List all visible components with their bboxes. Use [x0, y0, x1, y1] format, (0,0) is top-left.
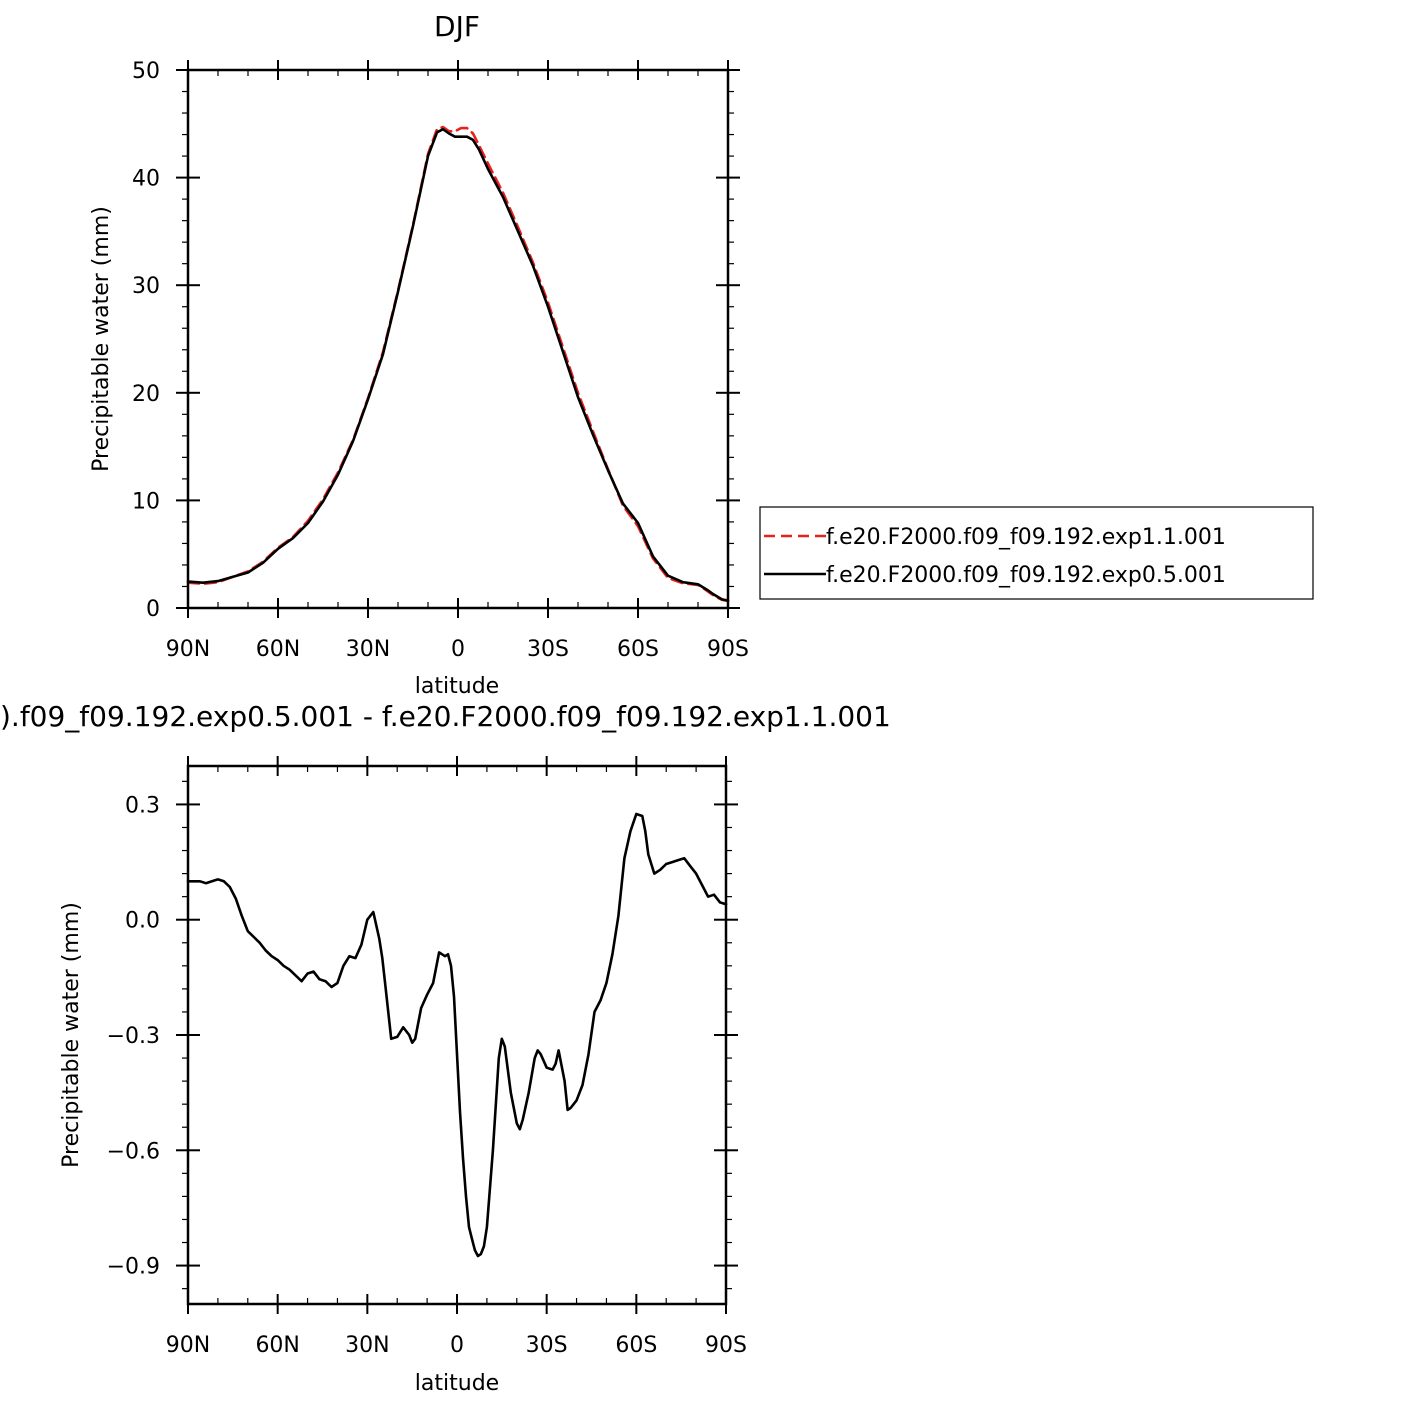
bottom-chart: ).f09_f09.192.exp0.5.001 - f.e20.F2000.f… — [0, 700, 891, 1396]
bottom-x-tick-label: 60S — [615, 1333, 657, 1358]
top-plot-frame — [186, 68, 730, 610]
top-series-line-2 — [186, 127, 730, 602]
legend: f.e20.F2000.f09_f09.192.exp1.1.001 f.e20… — [759, 506, 1314, 600]
bottom-y-tick-label: 0.0 — [125, 909, 160, 934]
top-lines — [186, 125, 730, 603]
top-y-tick-label: 50 — [132, 59, 160, 84]
legend-label-series-1: f.e20.F2000.f09_f09.192.exp1.1.001 — [826, 525, 1226, 550]
bottom-x-tick-label: 60N — [255, 1333, 299, 1358]
top-ticks: 90N 60N 30N 0 30S 60S 90S 0 10 20 30 40 50 — [132, 59, 749, 662]
top-x-tick-label: 60N — [256, 637, 300, 662]
bottom-y-tick-label: −0.6 — [107, 1139, 160, 1164]
bottom-lines — [186, 812, 728, 1258]
top-chart-title: DJF — [434, 10, 480, 43]
top-y-tick-label: 20 — [132, 382, 160, 407]
bottom-y-tick-label: 0.3 — [125, 793, 160, 818]
top-x-tick-label: 90N — [166, 637, 210, 662]
bottom-y-axis-title: Precipitable water (mm) — [59, 902, 84, 1168]
bottom-x-tick-label: 90N — [166, 1333, 210, 1358]
top-series-line-1 — [186, 125, 730, 603]
top-x-tick-label: 90S — [707, 637, 749, 662]
bottom-y-tick-label: −0.3 — [107, 1024, 160, 1049]
top-x-tick-label: 30N — [346, 637, 390, 662]
legend-box — [759, 506, 1314, 600]
top-y-axis-title: Precipitable water (mm) — [89, 206, 114, 472]
legend-label-series-2: f.e20.F2000.f09_f09.192.exp0.5.001 — [826, 563, 1226, 588]
top-x-tick-label: 60S — [617, 637, 659, 662]
bottom-x-tick-label: 90S — [705, 1333, 747, 1358]
top-x-axis-title: latitude — [415, 674, 499, 699]
top-x-tick-label: 0 — [451, 637, 465, 662]
top-y-tick-label: 40 — [132, 167, 160, 192]
bottom-ticks: 90N 60N 30N 0 30S 60S 90S −0.9 −0.6 −0.3 0.0 0.3 — [107, 756, 747, 1358]
top-y-tick-label: 10 — [132, 489, 160, 514]
top-y-tick-label: 0 — [146, 597, 160, 622]
top-chart: DJF 90N 60N 30N 0 30S 60S 90S 0 10 20 30 40 50 latit… — [89, 10, 1314, 699]
bottom-chart-title: ).f09_f09.192.exp0.5.001 - f.e20.F2000.f… — [0, 700, 891, 733]
bottom-x-tick-label: 0 — [450, 1333, 464, 1358]
bottom-x-axis-title: latitude — [415, 1371, 499, 1396]
top-x-tick-label: 30S — [527, 637, 569, 662]
bottom-series-line-1 — [186, 812, 728, 1258]
bottom-x-tick-label: 30N — [345, 1333, 389, 1358]
top-y-tick-label: 30 — [132, 274, 160, 299]
bottom-y-tick-label: −0.9 — [107, 1255, 160, 1280]
bottom-x-tick-label: 30S — [526, 1333, 568, 1358]
